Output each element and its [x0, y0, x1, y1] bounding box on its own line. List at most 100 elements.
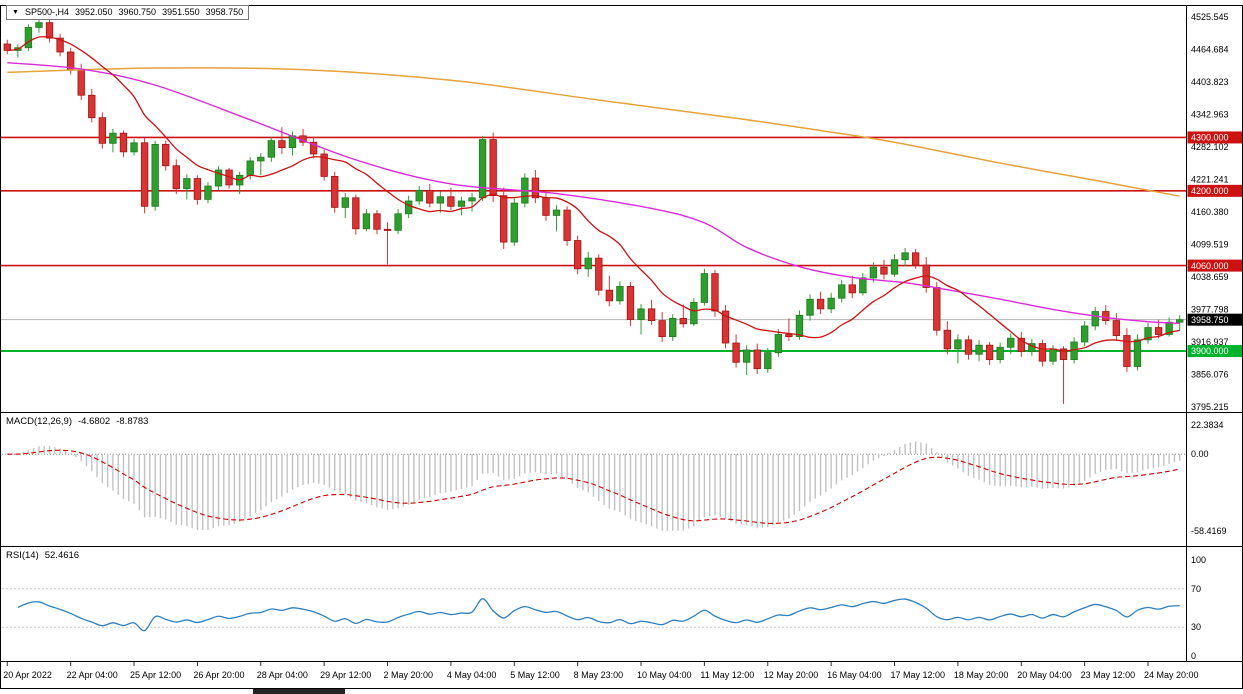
- candle: [742, 345, 751, 376]
- x-axis-label: 17 May 12:00: [891, 670, 946, 680]
- candle: [457, 196, 466, 216]
- rsi-value: 52.4616: [44, 550, 80, 561]
- candle: [510, 198, 518, 246]
- symbol-dropdown-icon[interactable]: ▼: [12, 9, 19, 16]
- rsi-indicator-label: RSI(14) 52.4616: [6, 550, 79, 561]
- candle: [24, 24, 33, 51]
- candle: [690, 298, 698, 326]
- candle: [954, 334, 962, 364]
- candle: [214, 166, 223, 191]
- rsi-axis-label: 0: [1191, 651, 1196, 661]
- rsi-indicator-name: RSI(14): [6, 550, 39, 561]
- y-axis-label: 3977.798: [1191, 305, 1229, 315]
- x-axis-label: 4 May 04:00: [447, 670, 497, 680]
- candle: [172, 159, 180, 195]
- x-axis-label: 23 May 12:00: [1081, 670, 1136, 680]
- y-axis-label: 4160.380: [1191, 207, 1229, 217]
- candle: [362, 208, 371, 232]
- candle: [1007, 333, 1015, 355]
- scrollbar-thumb[interactable]: [253, 689, 345, 694]
- candle: [1144, 322, 1152, 344]
- rsi-line: [17, 598, 1180, 632]
- candle: [204, 182, 212, 204]
- candle: [162, 140, 170, 171]
- macd-axis-label: 22.3834: [1191, 420, 1224, 430]
- candle: [647, 299, 656, 325]
- candle: [1080, 321, 1089, 347]
- candle: [257, 152, 265, 176]
- candle: [975, 339, 983, 362]
- candle: [1123, 328, 1131, 372]
- candle: [637, 304, 645, 335]
- symbol-period-label: SP500-,H4: [24, 7, 69, 17]
- y-axis-label: 4403.823: [1191, 77, 1229, 87]
- macd-indicator-label: MACD(12,26,9) -4.6802 -8.8783: [6, 416, 148, 427]
- candle: [404, 195, 413, 219]
- candle: [320, 149, 328, 181]
- macd-signal-value: -8.8783: [116, 416, 149, 427]
- candle: [56, 33, 64, 57]
- panel-borders: [0, 5, 1243, 689]
- macd-signal-line: [7, 449, 1180, 525]
- candle: [1091, 306, 1099, 331]
- candle: [605, 275, 614, 307]
- candle: [658, 312, 666, 342]
- candle: [98, 112, 107, 149]
- level-price-label-text: 4060.000: [1191, 261, 1229, 271]
- candle: [394, 208, 402, 235]
- x-axis-label: 24 May 20:00: [1144, 670, 1199, 680]
- x-axis-label: 5 May 12:00: [510, 670, 560, 680]
- candle: [764, 347, 772, 373]
- macd-axis-label: -58.4169: [1191, 526, 1227, 536]
- candle: [478, 135, 487, 201]
- candle: [88, 88, 96, 123]
- candle: [468, 192, 476, 212]
- rsi-axis-label: 30: [1191, 622, 1201, 632]
- rsi-axis-label: 70: [1191, 584, 1201, 594]
- y-axis-label: 4038.659: [1191, 272, 1229, 282]
- candle: [45, 18, 54, 43]
- y-axis-label: 4525.545: [1191, 12, 1229, 22]
- candle: [774, 329, 783, 357]
- candle: [1059, 346, 1068, 404]
- candle: [1102, 305, 1110, 325]
- symbol-ohlc-bar[interactable]: ▼ SP500-,H4 3952.050 3960.750 3951.550 3…: [6, 5, 250, 20]
- candle: [552, 205, 561, 232]
- slow-ma-line: [7, 67, 1180, 197]
- x-axis-label: 16 May 04:00: [827, 670, 882, 680]
- candle: [711, 269, 719, 317]
- candle: [341, 192, 349, 219]
- x-axis-label: 29 Apr 12:00: [320, 670, 371, 680]
- candle: [732, 334, 740, 368]
- candle: [880, 259, 888, 280]
- level-price-label-text: 3900.000: [1191, 346, 1229, 356]
- candle: [996, 342, 1004, 364]
- y-axis-label: 3856.076: [1191, 370, 1229, 380]
- rsi-panel: [2, 588, 1187, 632]
- ohlc-high-value: 3960.750: [118, 7, 157, 17]
- candle: [489, 132, 497, 203]
- candles-layer: [3, 17, 1184, 404]
- candle: [827, 292, 835, 314]
- x-axis-label: 8 May 23:00: [574, 670, 624, 680]
- horizontal-scrollbar[interactable]: [0, 689, 1243, 694]
- ohlc-low-value: 3951.550: [162, 7, 200, 17]
- x-axis-label: 12 May 20:00: [764, 670, 819, 680]
- candle: [933, 282, 941, 336]
- macd-panel: [2, 441, 1187, 532]
- candle: [753, 343, 761, 375]
- candle: [140, 137, 149, 214]
- level-price-label: 4200.000: [1187, 184, 1242, 197]
- x-axis-label: 26 Apr 20:00: [193, 670, 244, 680]
- candle: [183, 174, 191, 200]
- candle: [595, 254, 603, 296]
- level-price-label: 4060.000: [1187, 259, 1242, 272]
- candle: [869, 262, 878, 283]
- candle: [943, 321, 952, 355]
- rsi-axis-label: 100: [1191, 555, 1206, 565]
- candle: [964, 335, 973, 360]
- candle: [669, 314, 677, 341]
